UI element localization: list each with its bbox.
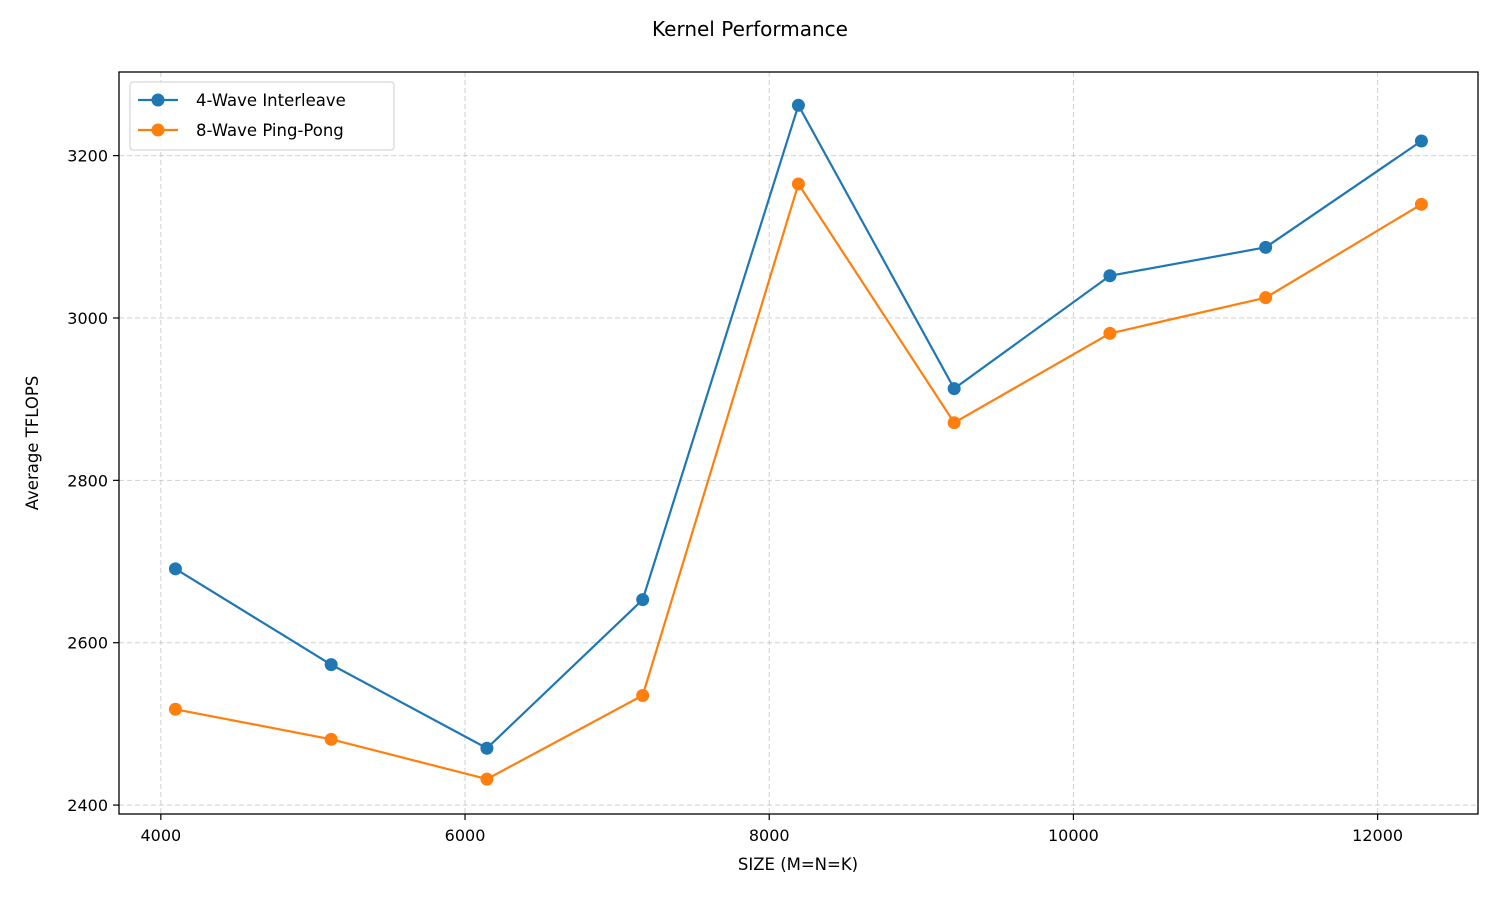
data-point	[324, 658, 338, 672]
data-point	[791, 177, 805, 191]
plot-frame	[118, 71, 1479, 815]
data-point	[1259, 291, 1273, 305]
data-point	[1103, 269, 1117, 283]
data-point	[636, 593, 650, 607]
data-point	[168, 702, 182, 716]
data-point	[947, 416, 961, 430]
y-tick-label: 2400	[67, 796, 108, 815]
data-point	[1414, 197, 1428, 211]
y-tick-label: 2800	[67, 471, 108, 490]
series-layer	[168, 98, 1428, 786]
y-tick-label: 3000	[67, 309, 108, 328]
data-point	[636, 688, 650, 702]
data-point	[480, 741, 494, 755]
x-tick-label: 12000	[1352, 826, 1403, 845]
chart-title: Kernel Performance	[652, 17, 848, 41]
y-axis-label: Average TFLOPS	[23, 376, 42, 511]
x-tick-label: 8000	[749, 826, 790, 845]
axis-ticks: 4000 6000 8000 10000 12000 2400 2600 2800 3000 32…	[67, 147, 1403, 845]
y-tick-label: 2600	[67, 634, 108, 653]
data-point	[791, 98, 805, 112]
x-tick-label: 10000	[1048, 826, 1099, 845]
data-point	[947, 382, 961, 396]
data-point	[1414, 134, 1428, 148]
legend-marker-4wave	[151, 93, 165, 107]
legend: 4-Wave Interleave 8-Wave Ping-Pong	[129, 81, 395, 151]
data-point	[1259, 240, 1273, 254]
legend-marker-8wave	[151, 123, 165, 137]
legend-label-4wave: 4-Wave Interleave	[196, 91, 346, 110]
data-point	[480, 772, 494, 786]
data-point	[1103, 326, 1117, 340]
y-tick-label: 3200	[67, 147, 108, 166]
data-point	[324, 732, 338, 746]
x-tick-label: 4000	[140, 826, 181, 845]
x-axis-label: SIZE (M=N=K)	[738, 855, 858, 874]
legend-label-8wave: 8-Wave Ping-Pong	[196, 121, 344, 140]
legend-box	[129, 81, 395, 151]
data-point	[168, 562, 182, 576]
x-tick-label: 6000	[445, 826, 486, 845]
